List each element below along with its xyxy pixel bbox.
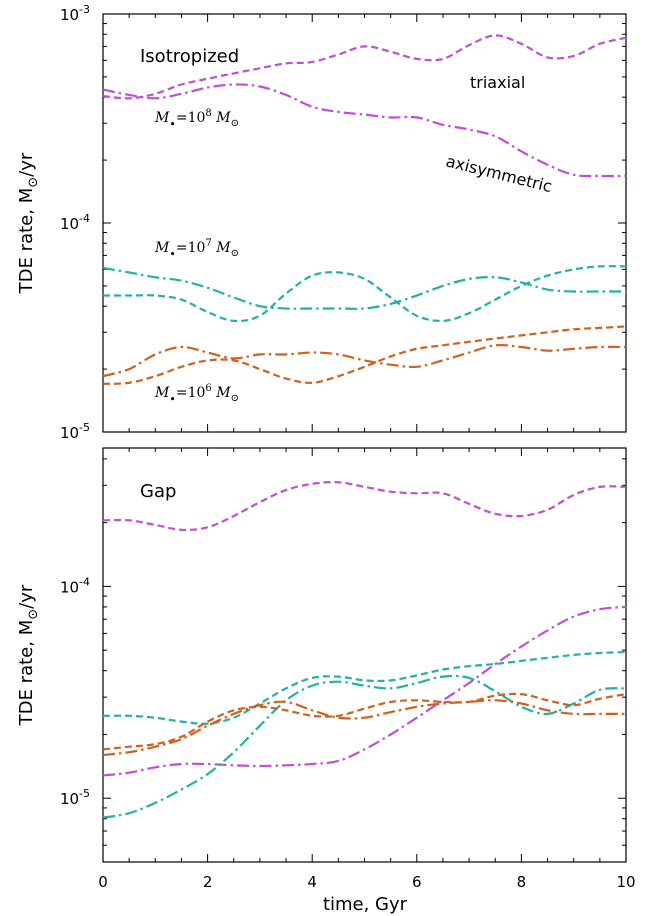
series-line-5 [102, 325, 627, 385]
x-tick-label: 10 [616, 873, 635, 891]
plot-frame [102, 447, 627, 863]
panel-gap: 10-4 10-5 TDE rate, M⊙/yr Gap [16, 447, 627, 863]
x-tick-label: 2 [203, 873, 213, 891]
x-tick-labels: 0 2 4 6 8 10 [98, 873, 635, 891]
y-tick-label: 10-4 [60, 575, 90, 596]
series-line-3 [103, 265, 627, 323]
x-tick-label: 0 [98, 873, 108, 891]
mass-label-1e8: M•=108 M⊙ [154, 108, 239, 131]
x-tick-label: 4 [307, 873, 317, 891]
x-tick-label: 6 [412, 873, 422, 891]
y-tick-label: 10-5 [60, 787, 90, 808]
series-line-2 [102, 605, 627, 777]
plot-frame [102, 13, 627, 433]
series-line-2 [102, 83, 627, 178]
y-tick-label: 10-5 [60, 421, 90, 442]
y-tick-label: 10-4 [60, 212, 90, 233]
y-tick-label: 10-3 [60, 3, 90, 24]
mass-label-1e7: M•=107 M⊙ [154, 238, 239, 261]
annotation-triaxial: triaxial [470, 73, 525, 92]
y-axis-title: TDE rate, M⊙/yr [16, 584, 41, 726]
series-line-6 [102, 699, 626, 757]
series-line-6 [102, 343, 627, 378]
y-axis-title: TDE rate, M⊙/yr [16, 152, 41, 294]
panel-title: Gap [140, 481, 176, 502]
x-axis-title: time, Gyr [323, 894, 408, 915]
series-line-4 [102, 674, 627, 819]
annotation-axisymmetric: axisymmetric [444, 151, 554, 196]
mass-label-1e6: M•=106 M⊙ [154, 383, 239, 406]
series-line-1 [102, 481, 627, 532]
panel-isotropized: 10-3 10-4 10-5 TDE rate, M⊙/yr Isotropized tr… [16, 3, 627, 442]
series-line-5 [102, 692, 627, 751]
series-line-4 [102, 266, 626, 310]
series-line-1 [102, 34, 627, 100]
panel-title: Isotropized [140, 46, 239, 67]
x-tick-label: 8 [517, 873, 527, 891]
